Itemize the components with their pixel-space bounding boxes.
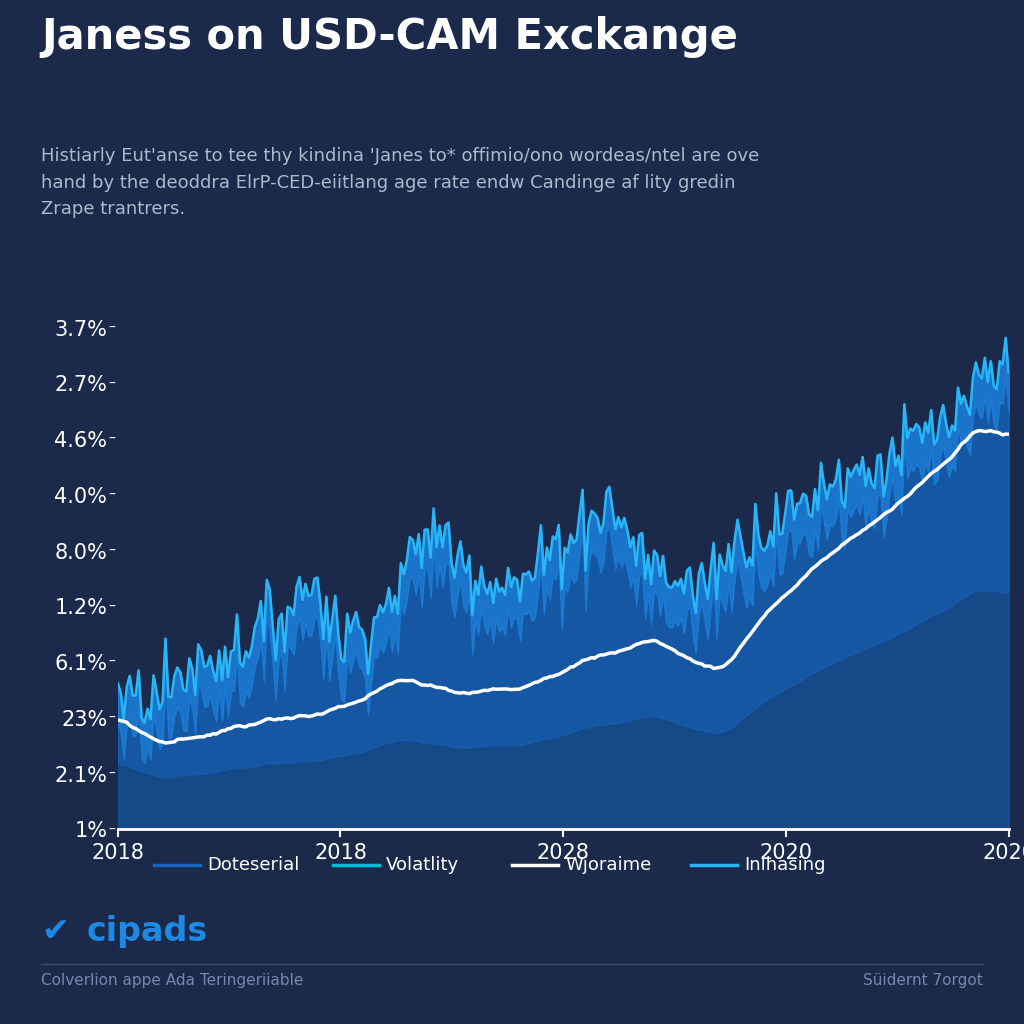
Text: –: – — [109, 544, 115, 558]
Text: Süidernt 7orgot: Süidernt 7orgot — [863, 974, 983, 988]
Text: –: – — [109, 655, 115, 670]
Text: Janess on USD-CAM Exckange: Janess on USD-CAM Exckange — [41, 16, 738, 58]
Text: –: – — [109, 711, 115, 725]
Text: –: – — [109, 432, 115, 446]
Text: cipads: cipads — [87, 914, 208, 948]
Text: Colverlion appe Ada Teringeriiable: Colverlion appe Ada Teringeriiable — [41, 974, 303, 988]
Text: Wjoraime: Wjoraime — [565, 856, 651, 874]
Text: Doteserial: Doteserial — [207, 856, 299, 874]
Text: Histiarly Eut'anse to tee thy kindina 'Janes to* offimio/ono wordeas/ntel are ov: Histiarly Eut'anse to tee thy kindina 'J… — [41, 147, 759, 218]
Text: Inlhasing: Inlhasing — [744, 856, 826, 874]
Text: –: – — [109, 822, 115, 837]
Text: –: – — [109, 599, 115, 613]
Text: Volatlity: Volatlity — [386, 856, 459, 874]
Text: ✔: ✔ — [41, 914, 69, 948]
Text: –: – — [109, 377, 115, 390]
Text: –: – — [109, 487, 115, 502]
Text: –: – — [109, 321, 115, 335]
Text: –: – — [109, 767, 115, 780]
